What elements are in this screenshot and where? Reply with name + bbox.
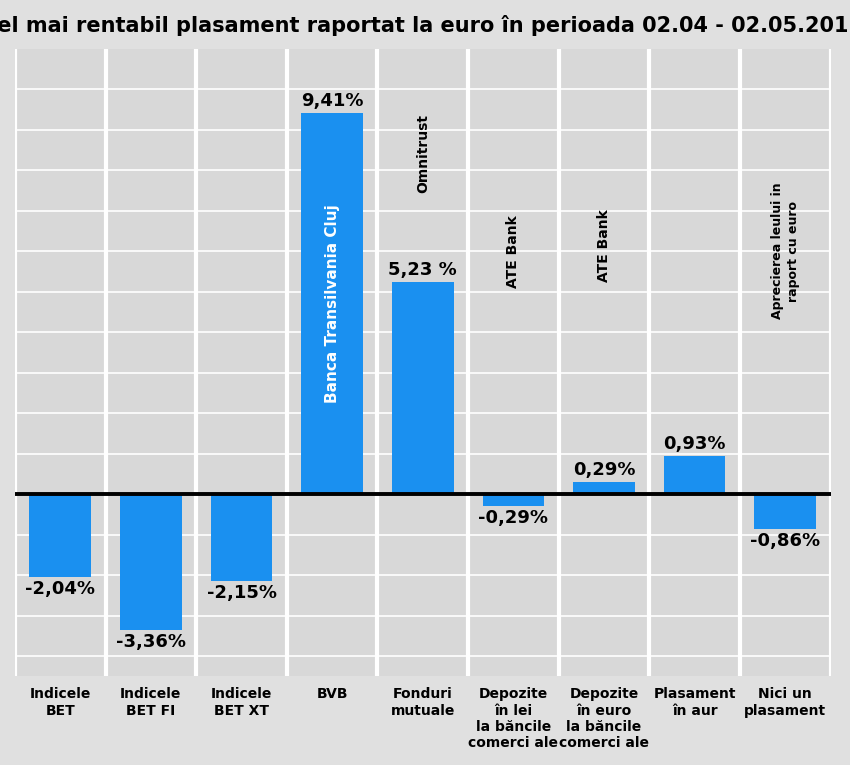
Text: Aprecierea leului in
raport cu euro: Aprecierea leului in raport cu euro	[771, 183, 800, 320]
Bar	[468, 49, 558, 676]
Bar	[483, 494, 544, 506]
Text: 0,29%: 0,29%	[573, 461, 635, 479]
Bar	[664, 457, 725, 494]
Text: -0,29%: -0,29%	[479, 509, 548, 527]
Bar	[30, 494, 91, 577]
Bar	[105, 49, 196, 676]
Text: 9,41%: 9,41%	[301, 92, 364, 110]
Bar	[740, 49, 830, 676]
Bar	[15, 49, 105, 676]
Bar	[120, 494, 182, 630]
Bar	[196, 49, 286, 676]
Bar	[286, 49, 377, 676]
Bar	[558, 49, 649, 676]
Bar	[392, 282, 454, 494]
Bar	[573, 483, 635, 494]
Title: Cel mai rentabil plasament raportat la euro în perioada 02.04 - 02.05.2012: Cel mai rentabil plasament raportat la e…	[0, 15, 850, 36]
Bar	[211, 494, 272, 581]
Bar	[755, 494, 816, 529]
Bar	[302, 113, 363, 494]
Text: -2,04%: -2,04%	[26, 580, 95, 598]
Text: ATE Bank: ATE Bank	[597, 209, 611, 282]
Text: -3,36%: -3,36%	[116, 633, 186, 651]
Text: -0,86%: -0,86%	[751, 532, 820, 550]
Text: 5,23 %: 5,23 %	[388, 261, 457, 279]
Text: -2,15%: -2,15%	[207, 584, 276, 602]
Text: ATE Bank: ATE Bank	[507, 215, 520, 288]
Text: Banca Transilvania Cluj: Banca Transilvania Cluj	[325, 204, 340, 403]
Text: Omnitrust: Omnitrust	[416, 114, 430, 193]
Bar	[377, 49, 468, 676]
Text: 0,93%: 0,93%	[663, 435, 726, 453]
Bar	[649, 49, 740, 676]
